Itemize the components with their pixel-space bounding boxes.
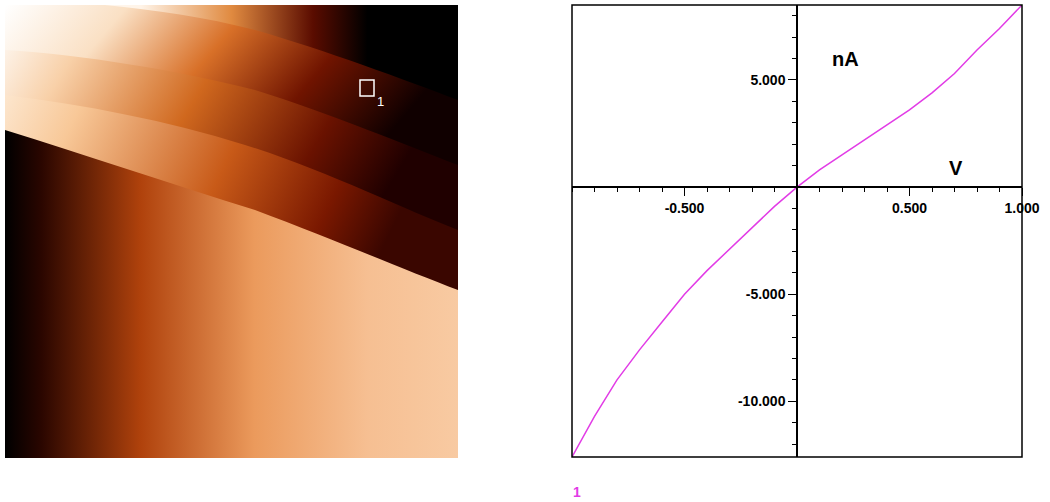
svg-text:1: 1 — [573, 484, 581, 500]
svg-text:-10.000: -10.000 — [738, 393, 786, 409]
svg-text:-5.000: -5.000 — [746, 286, 786, 302]
svg-text:0.500: 0.500 — [892, 200, 927, 216]
svg-text:nA: nA — [832, 48, 859, 70]
svg-text:-0.500: -0.500 — [665, 200, 705, 216]
svg-text:1.000: 1.000 — [1004, 200, 1039, 216]
svg-text:5.000: 5.000 — [750, 72, 785, 88]
svg-text:1: 1 — [377, 94, 384, 109]
svg-text:V: V — [949, 157, 963, 179]
